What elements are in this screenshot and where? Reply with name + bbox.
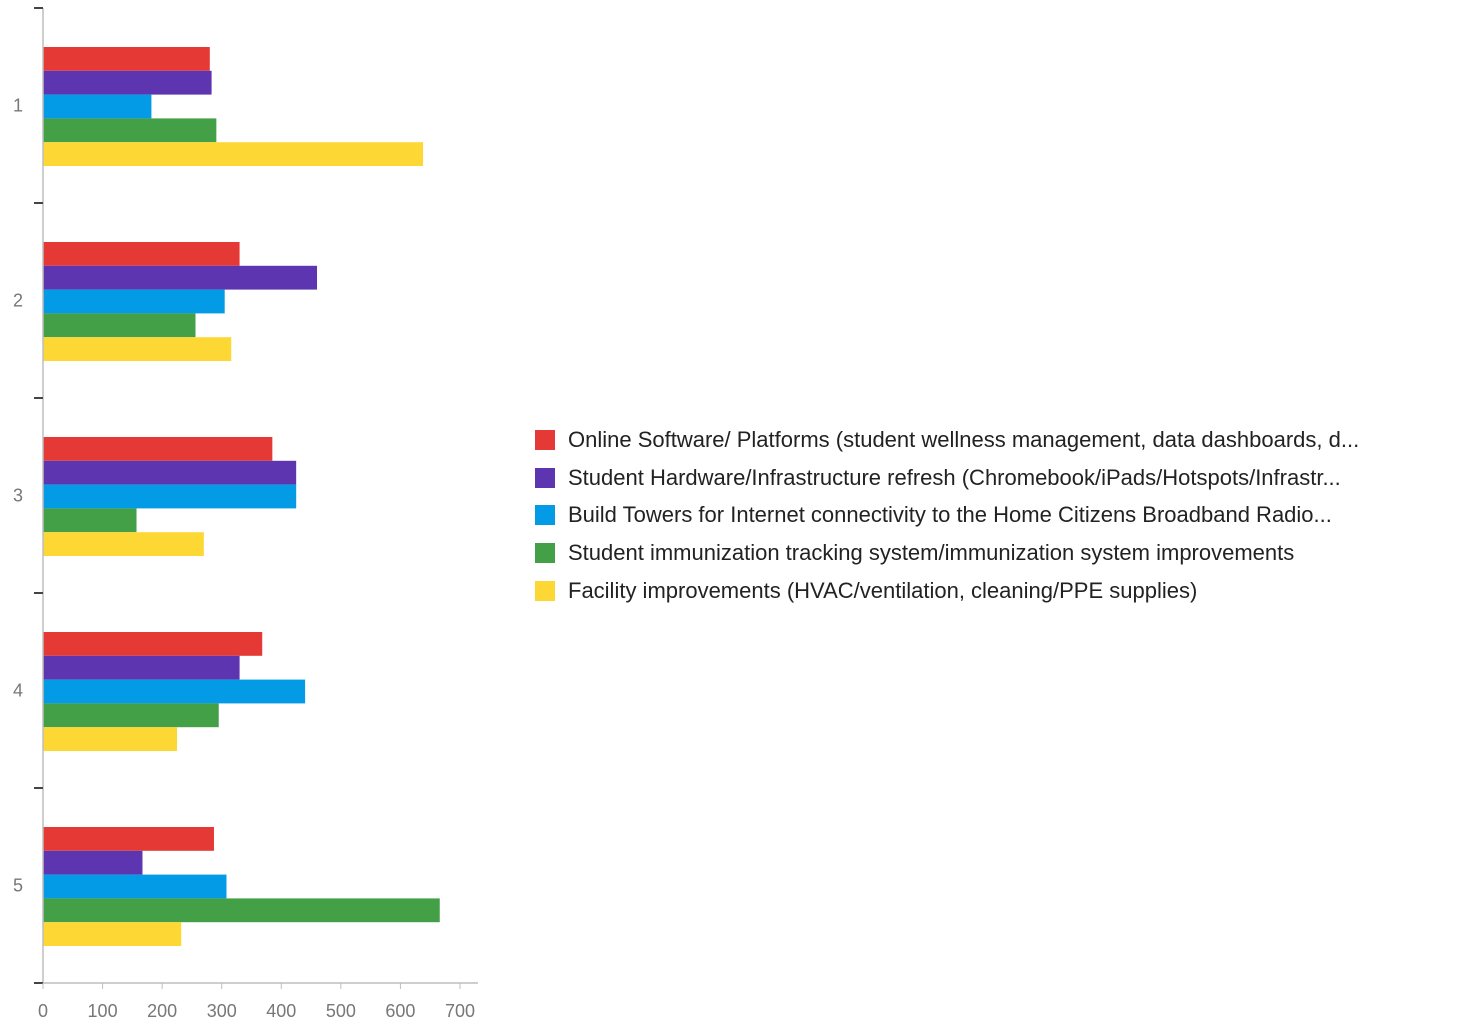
bar [43,679,306,704]
legend-item: Online Software/ Platforms (student well… [535,421,1480,459]
bar [43,289,225,314]
legend-item: Student Hardware/Infrastructure refresh … [535,459,1480,497]
bar [43,70,212,95]
bar [43,727,178,751]
bar [43,922,182,946]
x-tick-label: 200 [147,1001,177,1021]
bar [43,484,297,509]
bar [43,242,240,266]
bar [43,337,232,361]
bar [43,118,217,143]
legend-item: Facility improvements (HVAC/ventilation,… [535,572,1480,610]
bar [43,142,424,166]
legend-label: Build Towers for Internet connectivity t… [568,502,1332,528]
category-label: 1 [13,96,23,116]
legend-swatch [535,429,555,450]
legend-swatch [535,580,555,601]
category-label: 3 [13,486,23,506]
bar [43,313,196,338]
category-label: 2 [13,291,23,311]
legend-swatch [535,505,555,526]
x-tick-label: 700 [445,1001,475,1021]
bar [43,655,240,680]
x-tick-label: 400 [266,1001,296,1021]
x-tick-label: 600 [385,1001,415,1021]
category-label: 4 [13,681,23,701]
bar [43,460,297,485]
bar [43,874,227,899]
bar [43,265,318,290]
legend-swatch [535,467,555,488]
x-tick-label: 500 [326,1001,356,1021]
legend-label: Student Hardware/Infrastructure refresh … [568,464,1341,490]
x-tick-label: 0 [38,1001,48,1021]
legend-label: Facility improvements (HVAC/ventilation,… [568,577,1198,603]
bar [43,703,219,728]
bar [43,632,263,656]
category-label: 5 [13,876,23,896]
legend: Online Software/ Platforms (student well… [535,421,1480,609]
legend-item: Build Towers for Internet connectivity t… [535,496,1480,534]
legend-label: Student immunization tracking system/imm… [568,539,1295,565]
legend-item: Student immunization tracking system/imm… [535,534,1480,572]
bar [43,898,440,923]
bar [43,437,273,461]
bar [43,850,143,875]
bar [43,827,214,851]
legend-swatch [535,542,555,563]
bar [43,94,152,119]
x-tick-label: 100 [88,1001,118,1021]
bar [43,47,210,71]
x-tick-label: 300 [207,1001,237,1021]
bar [43,532,204,556]
bar [43,508,137,533]
legend-label: Online Software/ Platforms (student well… [568,426,1360,452]
